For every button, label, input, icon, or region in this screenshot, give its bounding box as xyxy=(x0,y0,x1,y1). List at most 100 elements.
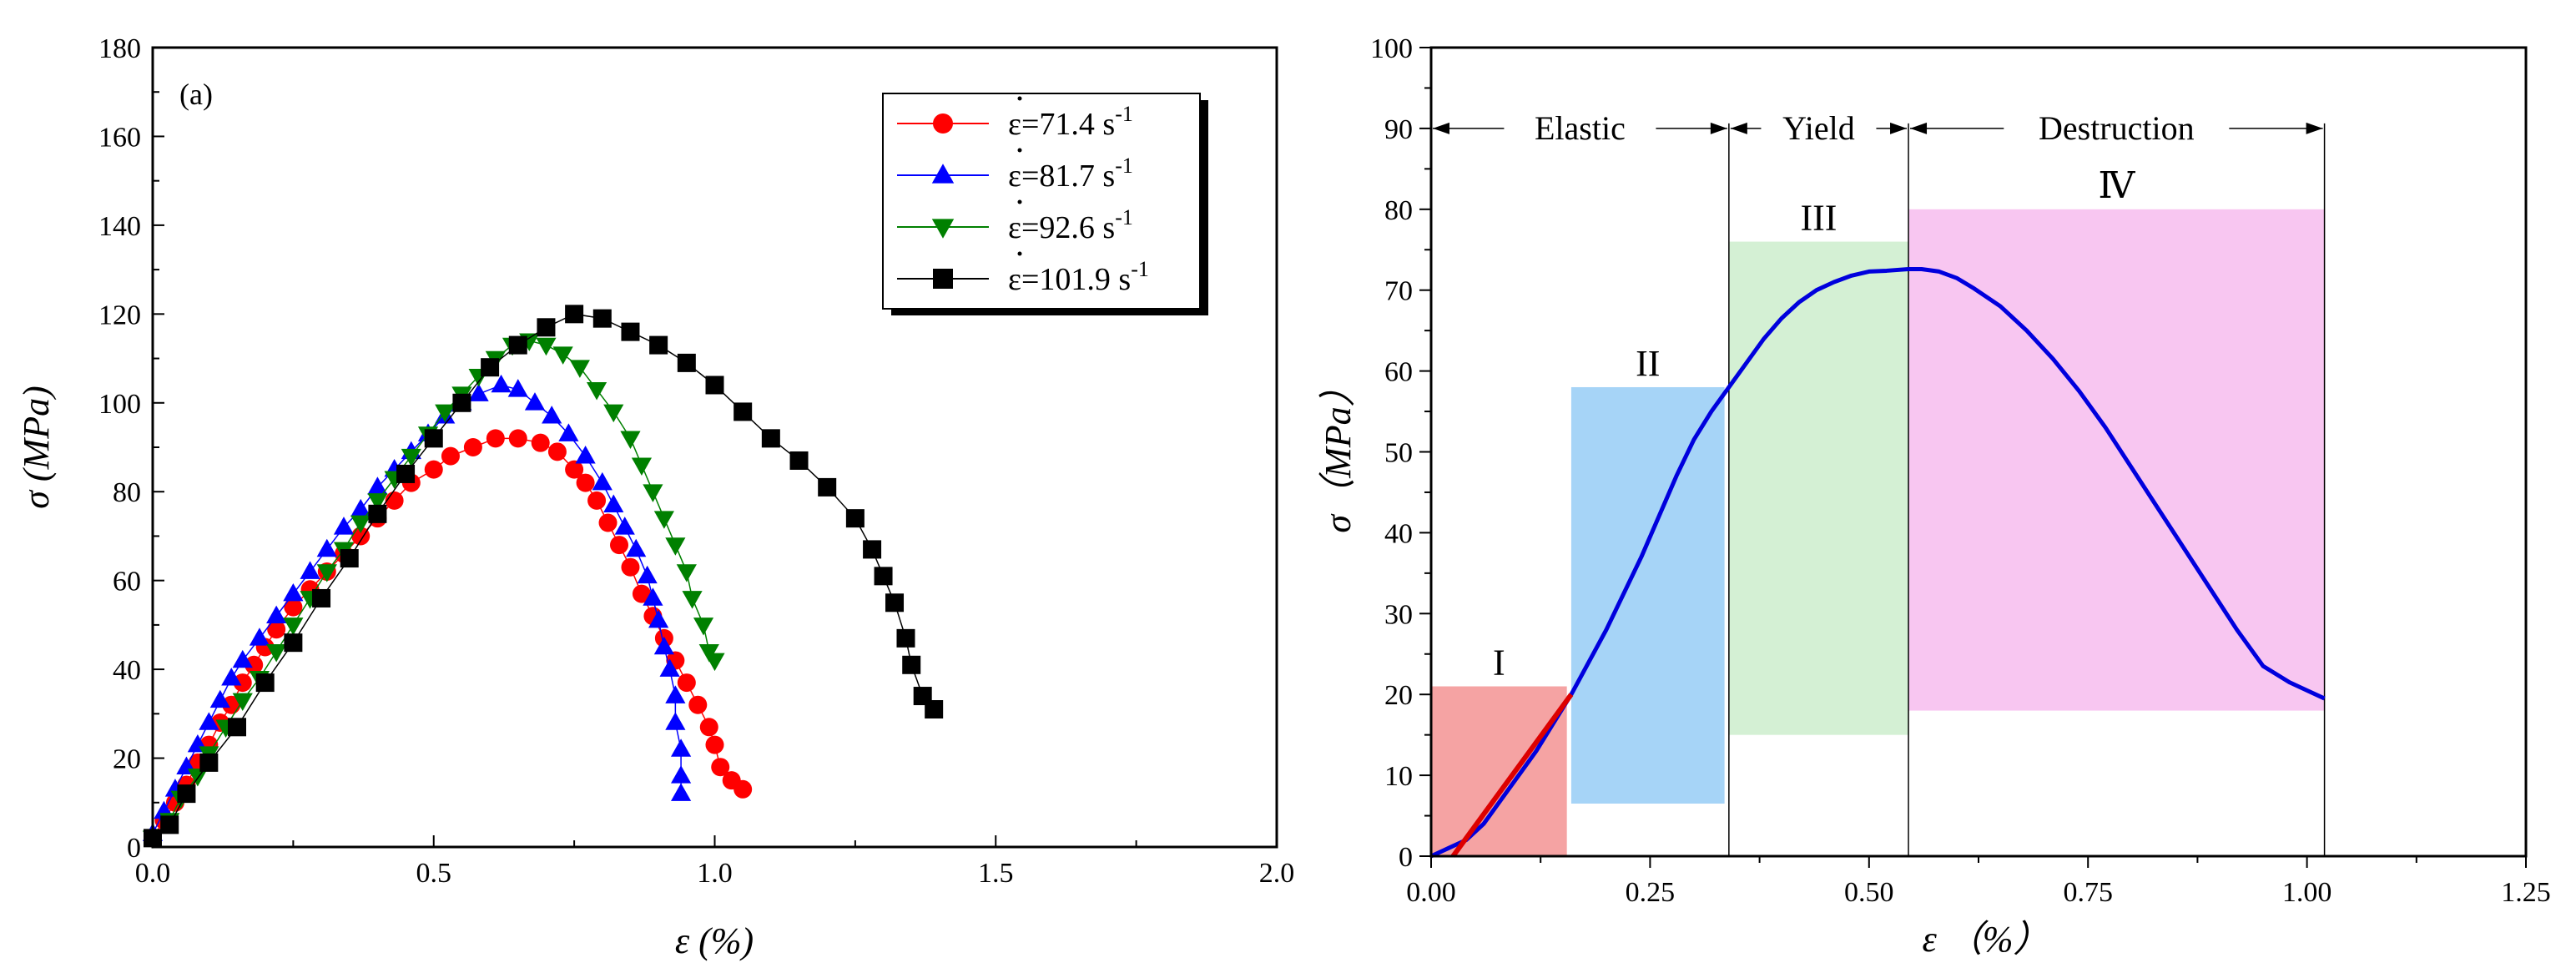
chart-a-ticks: 0.0 0.5 1.0 1.5 2.0 0 20 40 60 80 100 120 140 160 180 xyxy=(98,33,1294,889)
chart-a-series xyxy=(142,305,944,849)
data-point xyxy=(569,360,590,378)
x-tick-label: 1.00 xyxy=(2282,877,2332,908)
data-point xyxy=(659,658,680,677)
data-point xyxy=(896,628,915,648)
data-point xyxy=(350,515,371,534)
y-tick-label: 140 xyxy=(98,211,141,242)
data-point xyxy=(266,605,287,624)
data-point xyxy=(587,491,607,510)
data-point xyxy=(677,673,696,693)
y-tick-label: 30 xyxy=(1384,599,1413,630)
data-point xyxy=(603,404,624,423)
data-point xyxy=(424,460,443,479)
data-point xyxy=(586,382,607,401)
y-tick-label: 20 xyxy=(113,744,141,775)
data-point xyxy=(670,739,692,757)
data-point xyxy=(486,429,505,448)
y-tick-label: 10 xyxy=(1384,761,1413,792)
data-point xyxy=(424,429,443,448)
data-point xyxy=(933,113,953,134)
arrow-head xyxy=(1710,122,1727,134)
rate-dot xyxy=(1017,199,1022,204)
data-point xyxy=(665,685,686,703)
data-point xyxy=(688,695,708,714)
series-line xyxy=(152,340,716,839)
chart-b-y-axis-title: σ（MPa） xyxy=(1318,370,1359,532)
x-tick-label: 0.00 xyxy=(1406,877,1456,908)
data-point xyxy=(845,509,865,528)
data-point xyxy=(711,758,730,777)
elastic-fit-line xyxy=(1450,693,1574,858)
data-point xyxy=(902,655,921,674)
data-point xyxy=(676,564,697,582)
stage-label: Yield xyxy=(1782,109,1855,147)
data-point xyxy=(228,718,247,737)
data-point xyxy=(610,536,629,555)
x-tick-label: 0.0 xyxy=(135,858,171,889)
data-point xyxy=(637,565,658,584)
data-point xyxy=(177,784,196,804)
data-point xyxy=(255,673,275,693)
data-point xyxy=(874,567,893,586)
arrow-head xyxy=(1910,122,1928,134)
series-3 xyxy=(144,305,944,848)
data-point xyxy=(693,618,714,636)
legend-entry: ε=71.4 s-1 xyxy=(897,96,1133,142)
series-line xyxy=(152,313,935,839)
data-point xyxy=(350,498,371,517)
chart-b-series xyxy=(1429,267,2326,859)
arrow-head xyxy=(1890,122,1908,134)
data-point xyxy=(233,673,252,693)
data-point xyxy=(818,477,837,497)
data-point xyxy=(209,689,230,708)
data-point xyxy=(704,653,725,672)
y-tick-label: 160 xyxy=(98,122,141,153)
data-point xyxy=(267,620,286,639)
legend-label: ε=81.7 s-1 xyxy=(1008,154,1133,194)
x-tick-label: 0.50 xyxy=(1844,877,1894,908)
data-point xyxy=(222,695,241,714)
x-tick-label: 1.5 xyxy=(978,858,1014,889)
chart-a-x-axis-title: ε (%) xyxy=(675,920,754,961)
data-point xyxy=(531,433,550,452)
region-label: Ⅳ xyxy=(2098,165,2135,206)
data-point xyxy=(761,429,780,448)
data-point xyxy=(665,537,686,556)
data-point xyxy=(665,712,686,730)
y-tick-label: 60 xyxy=(113,567,141,597)
chart-a-frame xyxy=(151,46,1278,849)
data-point xyxy=(385,491,404,510)
region-label: I xyxy=(1493,643,1505,683)
data-point xyxy=(632,584,651,603)
data-point xyxy=(565,305,584,324)
data-point xyxy=(598,513,618,532)
data-point xyxy=(537,318,556,337)
chart-a-y-axis-title: σ (MPa) xyxy=(16,386,57,509)
data-point xyxy=(885,593,905,613)
rate-dot xyxy=(1017,251,1022,256)
data-point xyxy=(452,393,471,412)
y-tick-label: 0 xyxy=(127,833,141,864)
legend-entry: ε=92.6 s-1 xyxy=(897,199,1133,245)
data-point xyxy=(653,511,674,529)
data-point xyxy=(312,588,331,607)
legend-label: ε=92.6 s-1 xyxy=(1008,205,1133,245)
data-point xyxy=(441,446,460,466)
data-point xyxy=(649,335,668,355)
y-tick-label: 90 xyxy=(1384,114,1413,145)
y-tick-label: 80 xyxy=(113,477,141,508)
x-tick-label: 1.25 xyxy=(2501,877,2551,908)
data-point xyxy=(643,587,663,606)
legend-label: ε=101.9 s-1 xyxy=(1008,257,1149,297)
data-point xyxy=(552,346,573,365)
data-point xyxy=(925,700,944,719)
data-point xyxy=(592,309,612,328)
region-label: III xyxy=(1800,198,1837,239)
legend-entry: ε=81.7 s-1 xyxy=(897,148,1133,194)
data-point xyxy=(508,335,527,355)
y-tick-label: 180 xyxy=(98,33,141,64)
chart-b-frame xyxy=(1429,46,2528,858)
region-1 xyxy=(1431,686,1567,856)
chart-a-panel-label: (a) xyxy=(179,78,213,111)
